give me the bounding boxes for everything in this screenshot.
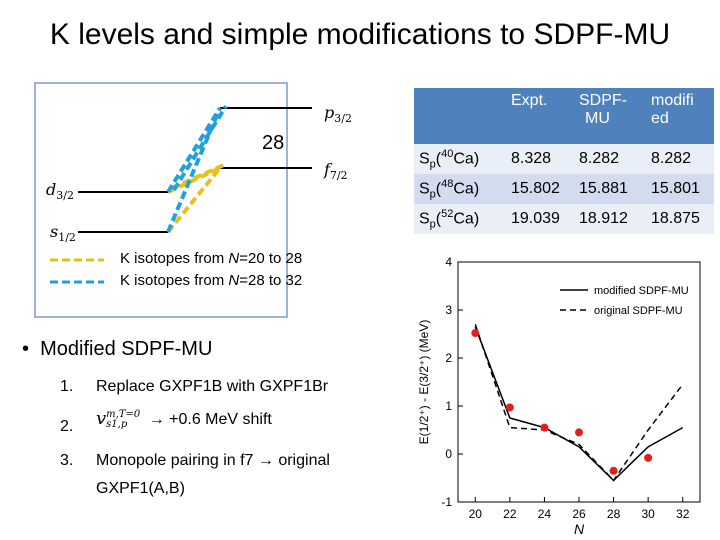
item-number: 3. [60,452,74,469]
y-tick-label: -1 [441,495,452,509]
cell-expt: 19.039 [506,204,574,234]
item-text-continued: GXPF1(A,B) [96,480,185,497]
cell-sdpfmu: 15.881 [574,174,646,204]
legend-entry: modified SDPF-MU [594,285,689,297]
x-axis-label: N [574,521,585,536]
separation-energy-table: Expt. SDPF- MU modifi ed Sp(40Ca) 8.328 8.… [414,88,714,234]
row-label: Sp(48Ca) [414,174,506,204]
s12-label: s1/2 [50,222,76,245]
blue-transitions [166,104,228,233]
table-row: Sp(40Ca) 8.328 8.282 8.282 [414,144,714,174]
item-math: vm,T=0 s1,p → +0.6 MeV shift [96,408,272,430]
legend-blue-text: K isotopes from N=28 to 32 [120,272,303,289]
y-axis-label: E(1/2⁺) - E(3/2⁺) (MeV) [417,320,431,445]
f72-label: f7/2 [324,160,348,183]
row-label: Sp(40Ca) [414,144,506,174]
x-tick-label: 30 [641,507,655,521]
data-point [609,466,618,475]
x-tick-label: 28 [607,507,621,521]
row-label: Sp(52Ca) [414,204,506,234]
slide-title: K levels and simple modifications to SDP… [49,18,671,51]
cell-modified: 15.801 [646,174,714,204]
level-difference-chart: 20 22 24 26 28 30 32 -1 0 1 2 3 4 N E(1/2⁺) - E(3/2⁺) … [417,255,701,536]
yellow-transitions [166,163,225,234]
y-tick-label: 2 [445,351,452,365]
cell-modified: 18.875 [646,204,714,234]
item-number: 2. [60,418,74,435]
data-point [575,428,583,437]
d32-label: d3/2 [46,180,74,203]
legend-entry: original SDPF-MU [594,305,683,317]
x-tick-label: 32 [676,507,690,521]
x-tick-label: 26 [572,507,586,521]
data-point [540,423,549,432]
item-number: 1. [60,378,74,395]
table-header-row: Expt. SDPF- MU modifi ed [414,88,714,144]
bullet-main: • Modified SDPF-MU [22,338,213,360]
y-tick-label: 1 [445,399,452,413]
cell-expt: 15.802 [506,174,574,204]
series-line-1 [474,324,684,482]
p32-label: p3/2 [324,103,352,126]
y-tick-label: 3 [445,303,452,317]
item-text: Replace GXPF1B with GXPF1Br [96,378,329,395]
data-point [471,329,480,338]
shell-gap-label: 28 [262,132,285,154]
cell-expt: 8.328 [506,144,574,174]
y-tick-label: 4 [445,255,452,269]
y-tick-label: 0 [445,447,452,461]
level-diagram-panel [34,82,288,318]
cell-sdpfmu: 18.912 [574,204,646,234]
x-tick-label: 20 [469,507,483,521]
cell-sdpfmu: 8.282 [574,144,646,174]
legend-yellow-text: K isotopes from N=20 to 28 [120,250,303,267]
data-point [644,453,653,462]
table-header-modified: modifi ed [646,88,714,144]
table-header-sdpfmu: SDPF- MU [574,88,646,144]
series-line-0 [474,326,684,482]
table-header-expt: Expt. [506,88,574,144]
item-text: Monopole pairing in f7 → original [96,452,330,469]
cell-modified: 8.282 [646,144,714,174]
x-tick-label: 24 [538,507,552,521]
table-row: Sp(52Ca) 19.039 18.912 18.875 [414,204,714,234]
x-tick-label: 22 [503,507,517,521]
table-row: Sp(48Ca) 15.802 15.881 15.801 [414,174,714,204]
table-header-empty [414,88,506,144]
data-point [505,403,514,412]
